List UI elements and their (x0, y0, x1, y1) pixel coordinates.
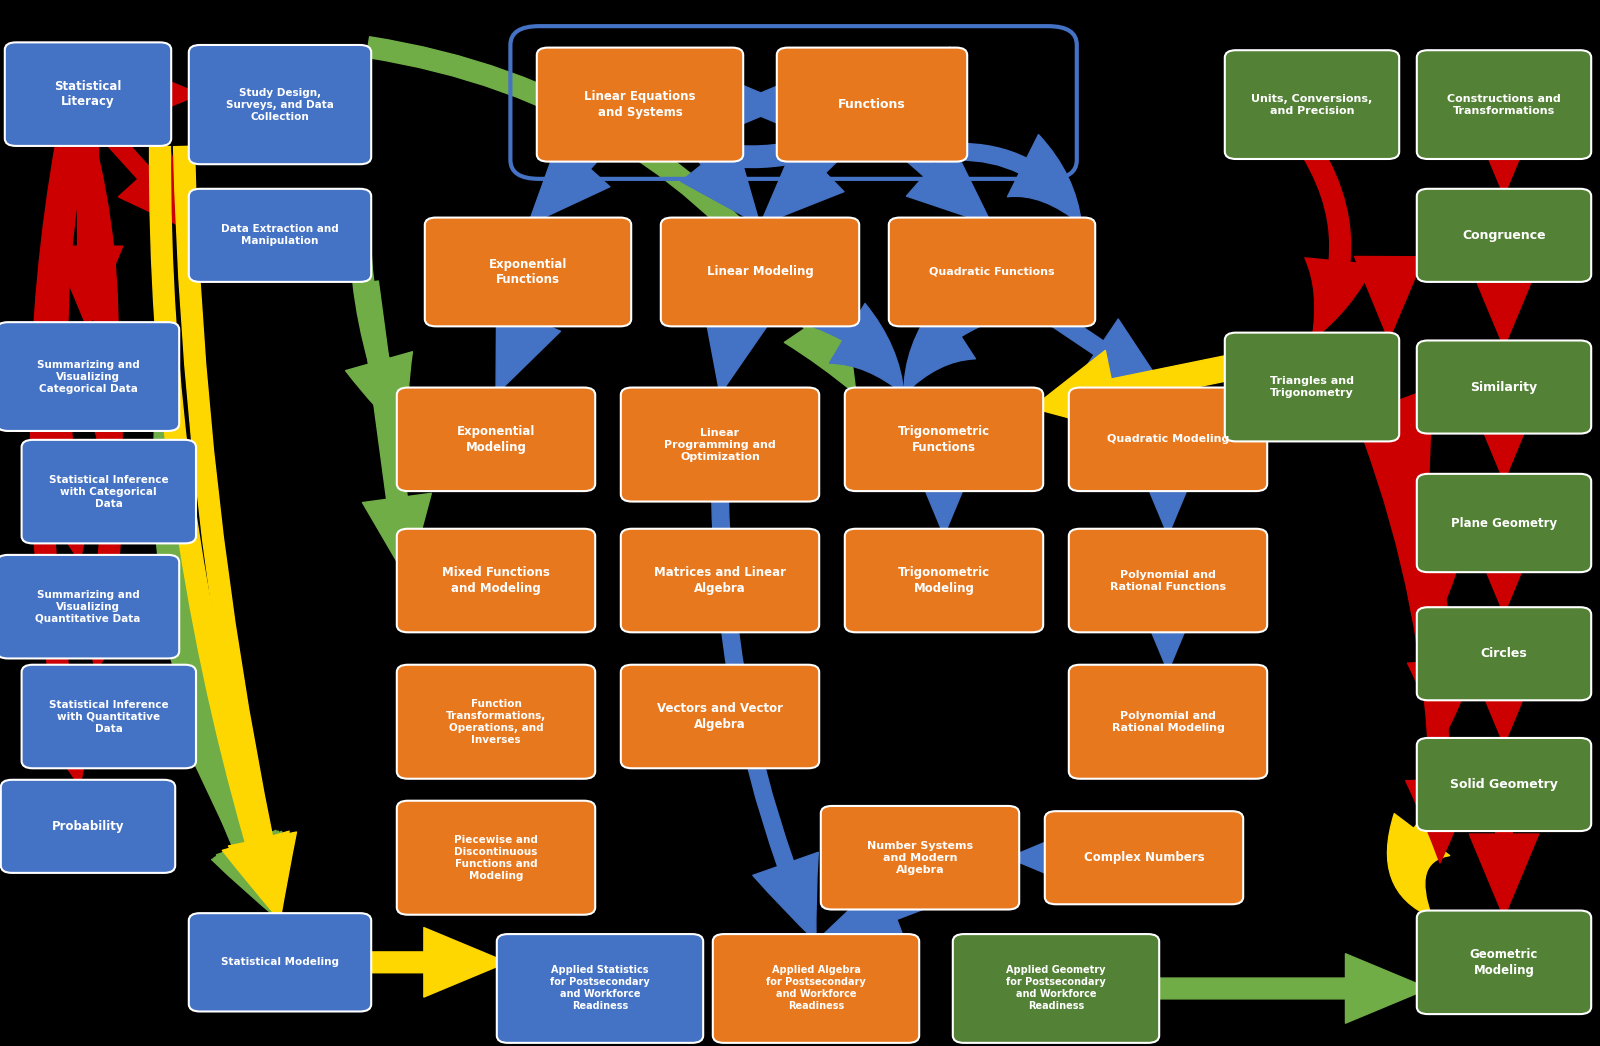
FancyBboxPatch shape (1418, 50, 1590, 159)
Text: Probability: Probability (51, 820, 125, 833)
FancyBboxPatch shape (22, 439, 195, 544)
FancyBboxPatch shape (1226, 333, 1398, 441)
Text: Quadratic Modeling: Quadratic Modeling (1107, 434, 1229, 445)
FancyBboxPatch shape (954, 934, 1158, 1043)
Text: Geometric
Modeling: Geometric Modeling (1470, 948, 1538, 977)
FancyBboxPatch shape (845, 388, 1043, 492)
Text: Functions: Functions (838, 98, 906, 111)
FancyBboxPatch shape (1418, 738, 1590, 831)
FancyBboxPatch shape (496, 934, 704, 1043)
FancyBboxPatch shape (189, 188, 371, 281)
Text: Constructions and
Transformations: Constructions and Transformations (1446, 93, 1562, 116)
FancyBboxPatch shape (778, 47, 966, 161)
Text: Complex Numbers: Complex Numbers (1083, 851, 1205, 864)
Text: Plane Geometry: Plane Geometry (1451, 517, 1557, 529)
FancyBboxPatch shape (621, 665, 819, 768)
Text: Similarity: Similarity (1470, 381, 1538, 393)
Text: Polynomial and
Rational Modeling: Polynomial and Rational Modeling (1112, 710, 1224, 733)
Text: Applied Statistics
for Postsecondary
and Workforce
Readiness: Applied Statistics for Postsecondary and… (550, 965, 650, 1011)
FancyBboxPatch shape (1418, 474, 1590, 572)
Text: Study Design,
Surveys, and Data
Collection: Study Design, Surveys, and Data Collecti… (226, 88, 334, 121)
FancyBboxPatch shape (5, 42, 171, 145)
FancyBboxPatch shape (1069, 388, 1267, 492)
FancyBboxPatch shape (714, 934, 918, 1043)
Text: Linear Equations
and Systems: Linear Equations and Systems (584, 90, 696, 119)
Text: Solid Geometry: Solid Geometry (1450, 778, 1558, 791)
FancyBboxPatch shape (821, 805, 1019, 910)
FancyBboxPatch shape (397, 665, 595, 778)
FancyBboxPatch shape (0, 322, 179, 431)
FancyBboxPatch shape (189, 45, 371, 164)
Text: Linear
Programming and
Optimization: Linear Programming and Optimization (664, 428, 776, 461)
Text: Number Systems
and Modern
Algebra: Number Systems and Modern Algebra (867, 841, 973, 874)
FancyBboxPatch shape (0, 780, 176, 872)
FancyBboxPatch shape (397, 388, 595, 492)
FancyBboxPatch shape (621, 388, 819, 502)
FancyBboxPatch shape (1069, 528, 1267, 632)
Text: Linear Modeling: Linear Modeling (707, 266, 813, 278)
Text: Function
Transformations,
Operations, and
Inverses: Function Transformations, Operations, an… (446, 699, 546, 745)
FancyBboxPatch shape (890, 218, 1094, 326)
Text: Circles: Circles (1480, 647, 1528, 660)
Text: Mixed Functions
and Modeling: Mixed Functions and Modeling (442, 566, 550, 595)
FancyBboxPatch shape (426, 218, 630, 326)
Text: Polynomial and
Rational Functions: Polynomial and Rational Functions (1110, 569, 1226, 592)
Text: Matrices and Linear
Algebra: Matrices and Linear Algebra (654, 566, 786, 595)
Text: Quadratic Functions: Quadratic Functions (930, 267, 1054, 277)
Text: Data Extraction and
Manipulation: Data Extraction and Manipulation (221, 224, 339, 247)
Text: Exponential
Functions: Exponential Functions (490, 257, 566, 287)
Text: Summarizing and
Visualizing
Quantitative Data: Summarizing and Visualizing Quantitative… (35, 590, 141, 623)
Text: Statistical Inference
with Categorical
Data: Statistical Inference with Categorical D… (50, 475, 168, 508)
FancyBboxPatch shape (1418, 607, 1590, 701)
Text: Trigonometric
Modeling: Trigonometric Modeling (898, 566, 990, 595)
Text: Trigonometric
Functions: Trigonometric Functions (898, 425, 990, 454)
Text: Triangles and
Trigonometry: Triangles and Trigonometry (1270, 376, 1354, 399)
Text: Piecewise and
Discontinuous
Functions and
Modeling: Piecewise and Discontinuous Functions an… (454, 835, 538, 881)
Text: Units, Conversions,
and Precision: Units, Conversions, and Precision (1251, 93, 1373, 116)
FancyBboxPatch shape (1226, 50, 1398, 159)
Text: Statistical Modeling: Statistical Modeling (221, 957, 339, 968)
FancyBboxPatch shape (1418, 341, 1590, 433)
Text: Vectors and Vector
Algebra: Vectors and Vector Algebra (658, 702, 782, 731)
FancyBboxPatch shape (0, 554, 179, 659)
FancyBboxPatch shape (1418, 188, 1590, 281)
FancyBboxPatch shape (661, 218, 859, 326)
FancyBboxPatch shape (538, 47, 742, 161)
FancyBboxPatch shape (397, 528, 595, 632)
FancyBboxPatch shape (1418, 910, 1590, 1015)
Text: Summarizing and
Visualizing
Categorical Data: Summarizing and Visualizing Categorical … (37, 360, 139, 393)
FancyBboxPatch shape (1069, 665, 1267, 778)
Text: Congruence: Congruence (1462, 229, 1546, 242)
FancyBboxPatch shape (1045, 812, 1243, 904)
Text: Exponential
Modeling: Exponential Modeling (458, 425, 534, 454)
Text: Statistical
Literacy: Statistical Literacy (54, 79, 122, 109)
FancyBboxPatch shape (22, 665, 195, 768)
FancyBboxPatch shape (397, 801, 595, 914)
FancyBboxPatch shape (845, 528, 1043, 632)
Text: Applied Algebra
for Postsecondary
and Workforce
Readiness: Applied Algebra for Postsecondary and Wo… (766, 965, 866, 1011)
FancyBboxPatch shape (189, 913, 371, 1011)
FancyBboxPatch shape (621, 528, 819, 632)
Text: Applied Geometry
for Postsecondary
and Workforce
Readiness: Applied Geometry for Postsecondary and W… (1006, 965, 1106, 1011)
Text: Statistical Inference
with Quantitative
Data: Statistical Inference with Quantitative … (50, 700, 168, 733)
